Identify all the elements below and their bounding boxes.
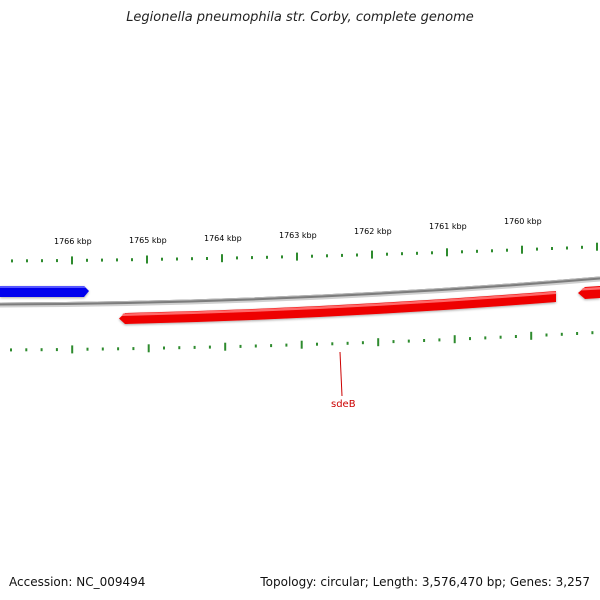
outer-minor-tick — [11, 259, 13, 263]
inner-minor-tick — [208, 345, 211, 349]
outer-minor-tick — [386, 252, 388, 256]
genome-stats-label: Topology: circular; Length: 3,576,470 bp… — [260, 575, 590, 589]
inner-minor-tick — [591, 331, 594, 335]
outer-major-tick — [596, 242, 598, 251]
inner-minor-tick — [438, 338, 441, 342]
sdeB-gene-label[interactable]: sdeB — [331, 399, 356, 410]
inner-minor-tick — [545, 333, 548, 337]
inner-tick-ring — [10, 331, 594, 354]
inner-minor-tick — [101, 347, 104, 351]
outer-minor-tick — [251, 256, 253, 260]
inner-minor-tick — [193, 345, 196, 349]
scale-label-1764: 1764 kbp — [204, 234, 242, 243]
accession-label: Accession: NC_009494 — [9, 575, 146, 589]
outer-minor-tick — [476, 249, 478, 253]
outer-minor-tick — [311, 254, 313, 258]
outer-minor-tick — [401, 252, 403, 256]
inner-minor-tick — [407, 339, 410, 343]
inner-minor-tick — [55, 348, 58, 352]
inner-minor-tick — [316, 342, 318, 346]
outer-tick-ring — [11, 242, 598, 265]
outer-minor-tick — [191, 257, 193, 261]
inner-major-tick — [147, 344, 150, 353]
outer-minor-tick — [536, 247, 538, 251]
outer-minor-tick — [131, 258, 133, 262]
outer-minor-tick — [566, 246, 568, 250]
sdeB-gene-arrow[interactable] — [119, 291, 556, 324]
outer-minor-tick — [356, 253, 358, 257]
scale-label-1761: 1761 kbp — [429, 222, 467, 231]
outer-major-tick — [371, 250, 373, 259]
inner-minor-tick — [270, 344, 273, 348]
inner-minor-tick — [331, 342, 334, 346]
inner-major-tick — [300, 340, 303, 349]
outer-minor-tick — [416, 251, 418, 255]
outer-major-tick — [71, 256, 73, 265]
inner-minor-tick — [346, 341, 349, 345]
inner-minor-tick — [484, 336, 487, 340]
map-title: Legionella pneumophila str. Corby, compl… — [126, 10, 474, 25]
inner-minor-tick — [423, 339, 426, 342]
inner-minor-tick — [285, 343, 288, 347]
inner-minor-tick — [239, 344, 242, 348]
inner-minor-tick — [392, 340, 395, 344]
outer-minor-tick — [461, 250, 463, 254]
scale-label-1760: 1760 kbp — [504, 217, 542, 226]
outer-minor-tick — [581, 245, 583, 249]
outer-minor-tick — [26, 259, 28, 263]
inner-minor-tick — [361, 341, 364, 345]
outer-major-tick — [296, 252, 298, 261]
scale-label-1762: 1762 kbp — [354, 227, 392, 236]
outer-minor-tick — [431, 251, 433, 255]
inner-minor-tick — [514, 335, 517, 338]
scale-label-1763: 1763 kbp — [279, 231, 317, 240]
inner-minor-tick — [499, 335, 502, 339]
inner-minor-tick — [117, 347, 120, 351]
inner-major-tick — [530, 331, 533, 340]
outer-minor-tick — [236, 256, 238, 260]
outer-major-tick — [521, 245, 523, 254]
inner-minor-tick — [254, 344, 257, 348]
inner-major-tick — [224, 342, 227, 351]
outer-minor-tick — [161, 257, 163, 261]
outer-minor-tick — [56, 259, 58, 263]
inner-minor-tick — [469, 337, 471, 341]
genome-backbone — [0, 276, 600, 308]
outer-minor-tick — [206, 257, 208, 260]
inner-minor-tick — [86, 347, 89, 351]
outer-minor-tick — [266, 255, 268, 259]
inner-minor-tick — [560, 332, 563, 336]
inner-minor-tick — [576, 332, 579, 335]
outer-major-tick — [221, 254, 223, 263]
outer-minor-tick — [101, 258, 103, 262]
outer-minor-tick — [491, 249, 493, 253]
inner-minor-tick — [163, 346, 165, 350]
scale-label-1765: 1765 kbp — [129, 236, 167, 245]
outer-minor-tick — [551, 247, 553, 250]
outer-major-tick — [446, 248, 448, 257]
scale-label-1766: 1766 kbp — [54, 237, 92, 246]
inner-major-tick — [377, 338, 380, 347]
inner-major-tick — [71, 345, 74, 354]
outer-minor-tick — [86, 258, 88, 262]
outer-major-tick — [146, 255, 148, 264]
sdeB-leader-line — [339, 351, 343, 397]
inner-minor-tick — [132, 347, 135, 351]
inner-minor-tick — [25, 348, 28, 352]
outer-minor-tick — [326, 254, 328, 258]
outer-minor-tick — [281, 255, 283, 259]
outer-minor-tick — [506, 248, 508, 252]
outer-minor-tick — [116, 258, 118, 262]
outer-minor-tick — [176, 257, 178, 261]
reverse-gene-arrow[interactable] — [0, 286, 89, 297]
outer-minor-tick — [41, 259, 43, 263]
inner-minor-tick — [10, 348, 12, 352]
inner-major-tick — [453, 335, 456, 344]
inner-minor-tick — [178, 346, 181, 350]
next-gene-arrow[interactable] — [578, 286, 600, 299]
outer-minor-tick — [341, 253, 343, 257]
inner-minor-tick — [40, 348, 43, 352]
